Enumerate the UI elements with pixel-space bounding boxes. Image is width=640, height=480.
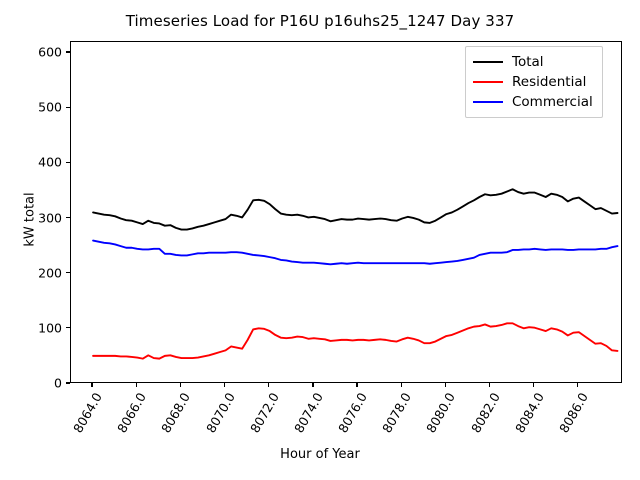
x-tick-label: 8074.0 xyxy=(291,390,326,436)
x-tick-mark xyxy=(400,383,402,387)
series-line-residential xyxy=(92,322,619,360)
y-tick-label: 600 xyxy=(38,44,62,60)
x-tick-mark xyxy=(577,383,579,387)
x-tick-label: 8082.0 xyxy=(467,390,503,436)
legend-swatch-residential xyxy=(473,81,503,83)
x-tick-label: 8068.0 xyxy=(158,390,194,436)
x-tick-mark xyxy=(312,383,314,387)
y-tick-label: 400 xyxy=(38,154,62,170)
x-tick-mark xyxy=(356,383,358,387)
y-tick-label: 300 xyxy=(38,210,62,226)
y-tick-mark xyxy=(66,216,70,219)
x-tick-mark xyxy=(488,383,491,387)
y-tick-label: 500 xyxy=(38,99,62,115)
series-canvas xyxy=(92,188,619,360)
legend-label-commercial: Commercial xyxy=(512,94,593,110)
x-tick-mark xyxy=(533,383,535,387)
x-tick-mark xyxy=(179,383,182,387)
y-tick-label: 200 xyxy=(38,265,62,281)
x-tick-mark xyxy=(91,383,93,387)
legend: Total Residential Commercial xyxy=(465,46,603,118)
x-tick-label: 8076.0 xyxy=(335,390,371,436)
x-tick-label: 8080.0 xyxy=(423,390,459,436)
x-axis-label: Hour of Year xyxy=(280,447,360,462)
x-tick-label: 8066.0 xyxy=(114,390,150,436)
x-tick-label: 8072.0 xyxy=(246,390,282,436)
y-tick-mark xyxy=(66,51,70,53)
x-tick-mark xyxy=(135,383,137,387)
legend-swatch-commercial xyxy=(473,101,503,103)
x-tick-label: 8070.0 xyxy=(202,390,238,436)
x-tick-label: 8078.0 xyxy=(379,390,415,436)
legend-item: Commercial xyxy=(473,92,593,112)
x-tick-mark xyxy=(444,383,446,387)
y-tick-mark xyxy=(66,272,70,274)
legend-item: Residential xyxy=(473,72,593,92)
x-tick-mark xyxy=(223,383,226,387)
y-tick-label: 0 xyxy=(54,375,62,391)
legend-label-residential: Residential xyxy=(512,74,587,90)
y-tick-label: 100 xyxy=(38,320,62,336)
chart-title: Timeseries Load for P16U p16uhs25_1247 D… xyxy=(125,12,515,30)
plot-area xyxy=(70,41,622,383)
y-tick-mark xyxy=(66,382,70,384)
legend-label-total: Total xyxy=(512,54,544,70)
legend-item: Total xyxy=(473,52,593,72)
legend-swatch-total xyxy=(473,61,503,63)
x-tick-mark xyxy=(268,383,270,387)
series-line-commercial xyxy=(92,239,619,266)
x-tick-label: 8064.0 xyxy=(70,390,106,436)
x-tick-label: 8086.0 xyxy=(555,390,591,436)
y-tick-mark xyxy=(66,106,70,108)
y-tick-mark xyxy=(66,161,70,163)
y-tick-mark xyxy=(66,327,70,329)
x-tick-label: 8084.0 xyxy=(511,390,547,436)
series-line-total xyxy=(92,188,619,231)
